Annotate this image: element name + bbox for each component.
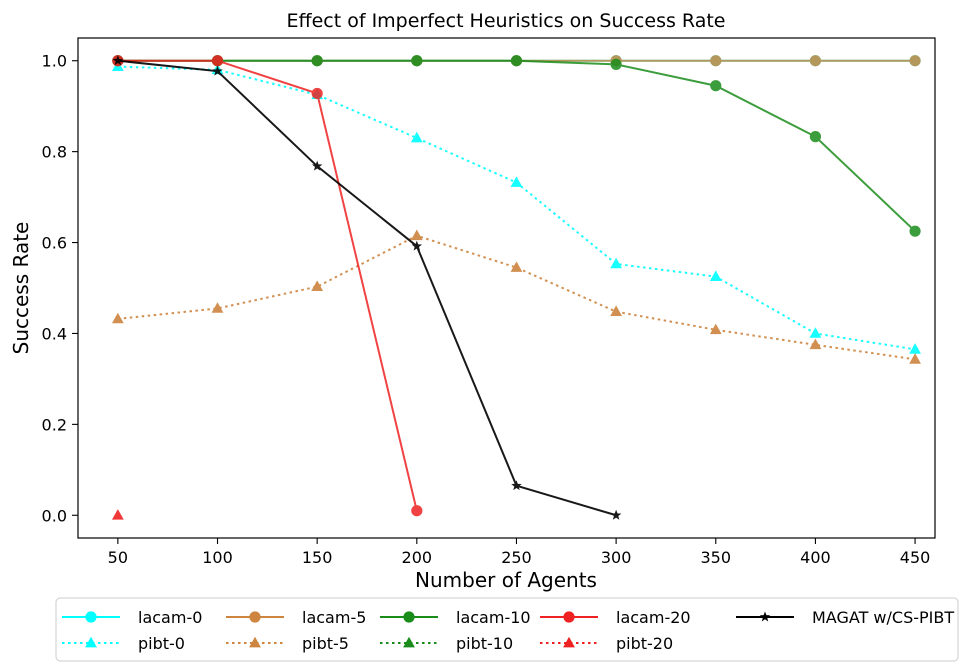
data-point-magat-w-cs-pibt	[212, 65, 223, 76]
legend-entry-pibt-10: pibt-10	[380, 634, 513, 653]
x-tick-label: 250	[501, 548, 532, 567]
legend-marker	[759, 611, 771, 622]
legend-marker	[403, 611, 415, 623]
y-tick-label: 0.2	[42, 415, 67, 434]
data-point-pibt-20	[111, 509, 124, 520]
x-tick-label: 400	[800, 548, 831, 567]
x-tick-label: 350	[700, 548, 731, 567]
data-point-lacam-5	[909, 55, 921, 67]
data-point-lacam-20	[411, 505, 423, 517]
data-point-pibt-5	[311, 280, 324, 291]
legend-marker	[563, 636, 575, 648]
data-point-magat-w-cs-pibt	[411, 240, 423, 251]
legend-label: pibt-10	[456, 634, 513, 653]
data-point-lacam-10	[710, 80, 722, 92]
data-point-pibt-5	[510, 261, 523, 272]
legend-label: pibt-0	[138, 634, 185, 653]
y-axis: 0.0 0.2 0.4 0.6 0.8 1.0	[42, 52, 78, 525]
series-line-magat-w-cs-pibt	[117, 59, 617, 517]
x-tick-label: 200	[402, 548, 433, 567]
legend-label: pibt-5	[302, 634, 349, 653]
legend-entry-lacam-10: lacam-10	[380, 608, 531, 627]
data-point-pibt-5	[709, 323, 722, 335]
data-point-lacam-10	[411, 55, 423, 67]
series-line-lacam-20	[117, 59, 418, 511]
data-point-magat-w-cs-pibt	[311, 160, 323, 171]
data-point-magat-w-cs-pibt	[112, 55, 124, 66]
legend-marker	[249, 611, 261, 623]
legend-label: lacam-0	[138, 608, 202, 627]
y-tick-label: 0.8	[42, 143, 67, 162]
legend-entry-pibt-5: pibt-5	[226, 634, 349, 653]
series-line-lacam-10	[117, 59, 916, 232]
legend-entry-lacam-0: lacam-0	[62, 608, 202, 627]
y-tick-label: 0.4	[42, 324, 67, 343]
legend-label: MAGAT w/CS-PIBT	[812, 608, 954, 627]
legend-marker	[85, 636, 97, 648]
legend-marker	[403, 636, 415, 648]
y-tick-label: 1.0	[42, 52, 67, 71]
legend-entry-pibt-0: pibt-0	[62, 634, 185, 653]
chart-title: Effect of Imperfect Heuristics on Succes…	[287, 10, 726, 32]
x-tick-label: 50	[108, 548, 128, 567]
legend-marker	[85, 611, 97, 623]
data-point-pibt-0	[510, 176, 523, 187]
data-point-pibt-5	[410, 229, 423, 241]
data-point-pibt-5	[809, 338, 822, 350]
legend-box	[55, 597, 959, 662]
data-point-lacam-10	[311, 55, 323, 67]
y-axis-label: Success Rate	[9, 222, 33, 355]
data-point-lacam-20	[211, 55, 224, 67]
series-magat-w-cs-pibt	[112, 55, 622, 520]
series-lacam-20	[112, 55, 423, 517]
data-point-pibt-0	[410, 131, 423, 143]
plot-frame	[77, 37, 936, 539]
data-point-lacam-10	[909, 225, 921, 237]
data-point-pibt-5	[909, 353, 921, 364]
data-point-lacam-20	[311, 87, 323, 100]
data-point-pibt-5	[211, 302, 224, 313]
legend-entry-lacam-20: lacam-20	[540, 608, 691, 627]
legend-label: lacam-20	[616, 608, 691, 627]
data-point-lacam-10	[809, 131, 822, 143]
series-line-pibt-0	[117, 65, 916, 351]
legend-label: lacam-5	[302, 608, 366, 627]
data-point-lacam-10	[510, 55, 523, 67]
legend-entry-magat-w-cs-pibt: MAGAT w/CS-PIBT	[736, 608, 954, 627]
data-point-lacam-10	[610, 58, 622, 70]
series-pibt-5	[111, 229, 921, 364]
legend-label: pibt-20	[616, 634, 673, 653]
y-tick-label: 0.0	[42, 506, 67, 525]
series-pibt-20	[111, 509, 124, 520]
x-tick-label: 150	[302, 548, 333, 567]
data-point-magat-w-cs-pibt	[511, 480, 522, 491]
legend-entry-pibt-20: pibt-20	[540, 634, 673, 653]
series-lacam-10	[112, 55, 921, 237]
data-point-magat-w-cs-pibt	[610, 509, 622, 520]
plot-area	[111, 55, 921, 520]
data-point-pibt-5	[610, 305, 623, 316]
series-pibt-0	[111, 60, 921, 354]
x-tick-label: 100	[202, 548, 233, 567]
data-point-lacam-5	[809, 55, 822, 67]
legend-marker	[249, 636, 261, 648]
data-point-lacam-5	[710, 55, 722, 67]
y-tick-label: 0.6	[42, 234, 67, 253]
legend: lacam-0 lacam-5 lacam-10 lacam-20 MAGAT w/CS…	[55, 597, 959, 662]
x-tick-label: 300	[601, 548, 632, 567]
data-point-pibt-5	[111, 312, 124, 324]
legend-label: lacam-10	[456, 608, 531, 627]
x-tick-label: 450	[900, 548, 931, 567]
data-point-pibt-0	[709, 270, 722, 281]
data-point-pibt-0	[610, 257, 623, 269]
data-point-pibt-0	[809, 327, 822, 338]
x-axis: 50 100 150 200 250 300 350 400 450	[108, 538, 931, 567]
data-point-pibt-0	[909, 343, 921, 354]
series-line-pibt-5	[117, 234, 916, 361]
legend-entry-lacam-5: lacam-5	[226, 608, 366, 627]
x-axis-label: Number of Agents	[415, 568, 597, 592]
legend-marker	[563, 611, 575, 623]
